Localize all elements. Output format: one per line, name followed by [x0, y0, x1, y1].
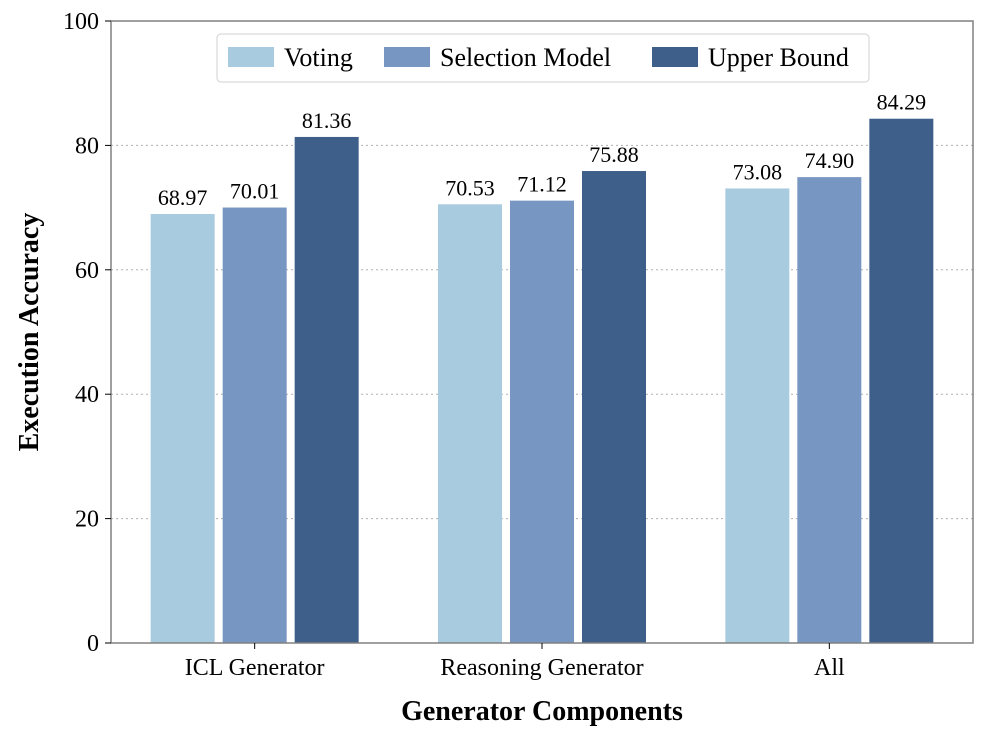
- y-tick-label: 80: [75, 133, 99, 159]
- legend-label: Upper Bound: [708, 43, 849, 72]
- bar-value-label: 81.36: [302, 108, 352, 133]
- bar-upper-bound: [869, 118, 934, 644]
- y-tick-label: 0: [87, 631, 99, 657]
- bar-selection-model: [222, 207, 287, 644]
- bar-value-label: 74.90: [805, 148, 855, 173]
- legend-swatch: [652, 47, 698, 67]
- legend-box: [216, 33, 870, 83]
- x-tick-label: ICL Generator: [185, 655, 325, 681]
- y-axis-title: Execution Accuracy: [14, 213, 45, 452]
- y-tick-label: 60: [75, 258, 99, 284]
- legend-label: Voting: [284, 43, 353, 72]
- legend-swatch: [228, 47, 274, 67]
- bar-value-label: 70.53: [445, 175, 495, 200]
- legend-label: Selection Model: [440, 43, 611, 72]
- bar-value-label: 71.12: [517, 172, 567, 197]
- y-tick-label: 100: [63, 9, 99, 35]
- bar-selection-model: [797, 177, 862, 643]
- bar-value-label: 73.08: [733, 159, 783, 184]
- legend-swatch: [384, 47, 430, 67]
- bar-selection-model: [510, 200, 574, 643]
- x-tick-label: Reasoning Generator: [440, 655, 643, 681]
- value-labels: 68.97 70.01 81.36 70.53 71.12 75.88 73.08 74.90…: [158, 90, 926, 210]
- x-axis-title: Generator Components: [401, 696, 683, 727]
- bar-voting: [438, 204, 502, 643]
- x-axis-ticks: ICL Generator Reasoning Generator All: [185, 643, 845, 681]
- bar-voting: [725, 188, 790, 644]
- bar-voting: [150, 214, 215, 644]
- bars: [150, 118, 934, 644]
- bar-value-label: 84.29: [877, 90, 927, 115]
- bar-value-label: 75.88: [589, 142, 639, 167]
- y-axis-ticks: 0 20 40 60 80 100: [63, 9, 111, 657]
- bar-value-label: 68.97: [158, 185, 208, 210]
- bar-upper-bound: [582, 171, 646, 643]
- x-tick-label: All: [814, 655, 845, 681]
- y-tick-label: 20: [75, 507, 99, 533]
- bar-upper-bound: [294, 136, 359, 643]
- legend: Voting Selection Model Upper Bound: [216, 33, 870, 83]
- bar-value-label: 70.01: [230, 179, 280, 204]
- y-tick-label: 40: [75, 382, 99, 408]
